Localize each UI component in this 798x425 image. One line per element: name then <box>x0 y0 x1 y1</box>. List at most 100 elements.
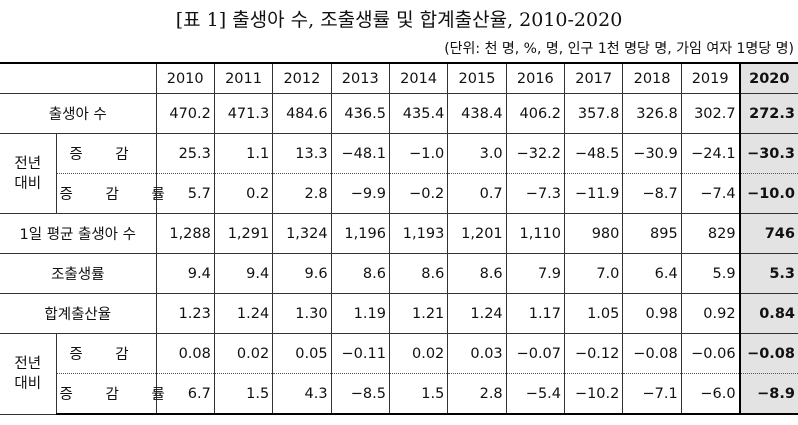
table-row: 1일 평균 출생아 수 1,288 1,291 1,324 1,196 1,193 1,20… <box>0 213 798 254</box>
cell-value: −5.4 <box>505 373 566 415</box>
cell-value: −32.2 <box>505 133 566 174</box>
year-header: 2018 <box>622 62 682 94</box>
cell-value: 746 <box>738 213 798 254</box>
cell-value: 470.2 <box>155 93 215 134</box>
cell-value: 1,193 <box>388 213 449 254</box>
year-header: 2015 <box>447 62 507 94</box>
cell-value: −10.2 <box>564 373 624 415</box>
row-label: 1일 평균 출생아 수 <box>0 213 157 254</box>
cell-value: 7.9 <box>505 253 566 294</box>
cell-value: 0.05 <box>272 333 332 374</box>
cell-value: 13.3 <box>272 133 332 174</box>
row-label: 증 감 률 <box>56 373 165 415</box>
cell-value: 1.21 <box>388 293 449 334</box>
cell-value: 9.4 <box>155 253 215 294</box>
title: [표 1] 출생아 수, 조출생률 및 합계출산율, 2010-2020 <box>175 9 623 31</box>
cell-value: 0.2 <box>213 173 274 214</box>
cell-value: 9.6 <box>272 253 332 294</box>
year-header: 2010 <box>155 62 215 94</box>
cell-value: 0.02 <box>388 333 449 374</box>
row-label: 증 감 률 <box>56 173 165 214</box>
table-row: 합계출산율 1.23 1.24 1.30 1.19 1.21 1.24 1.17 1.05 0.9… <box>0 293 798 334</box>
cell-value: 0.02 <box>213 333 274 374</box>
cell-value: 1.5 <box>213 373 274 415</box>
cell-value: 7.0 <box>564 253 624 294</box>
cell-value: 1,110 <box>505 213 566 254</box>
header-corner <box>0 62 157 94</box>
cell-value: 1,324 <box>272 213 332 254</box>
cell-value: −24.1 <box>680 133 741 174</box>
header-row: 2010 2011 2012 2013 2014 2015 2016 2017 2018 2019… <box>0 62 798 94</box>
cell-value: −0.06 <box>680 333 741 374</box>
data-table: 2010 2011 2012 2013 2014 2015 2016 2017 2018 2019… <box>0 62 798 415</box>
year-header: 2014 <box>388 62 449 94</box>
cell-value: 1,288 <box>155 213 215 254</box>
cell-value: 0.92 <box>680 293 741 334</box>
cell-value: 471.3 <box>213 93 274 134</box>
table-row: 출생아 수 470.2 471.3 484.6 436.5 435.4 438.4 406.2… <box>0 93 798 134</box>
cell-value: −6.0 <box>680 373 741 415</box>
table-body: 출생아 수 470.2 471.3 484.6 436.5 435.4 438.4 406.2… <box>0 93 798 415</box>
cell-value: 0.7 <box>447 173 507 214</box>
cell-value: 5.3 <box>738 253 798 294</box>
cell-value: 357.8 <box>564 93 624 134</box>
cell-value: 829 <box>680 213 741 254</box>
table-row: 전년 대비 증 감 25.3 1.1 13.3 −48.1 −1.0 3.0 −32.2 −48.… <box>0 133 798 214</box>
cell-value: −0.08 <box>738 333 798 374</box>
year-header: 2017 <box>564 62 624 94</box>
cell-value: 0.08 <box>155 333 215 374</box>
cell-value: 1,291 <box>213 213 274 254</box>
cell-value: 1.30 <box>272 293 332 334</box>
cell-value: 6.4 <box>622 253 682 294</box>
group-label: 전년 대비 <box>0 333 57 415</box>
cell-value: 895 <box>622 213 682 254</box>
table-row: 증 감 률 5.7 0.2 2.8 −9.9 −0.2 0.7 −7.3 −11.9 −8.7 −7… <box>0 173 798 214</box>
group-label: 전년 대비 <box>0 133 57 214</box>
cell-value: 272.3 <box>738 93 798 134</box>
cell-value: 1,201 <box>447 213 507 254</box>
row-label: 조출생률 <box>0 253 157 294</box>
year-header: 2013 <box>330 62 390 94</box>
cell-value: 8.6 <box>388 253 449 294</box>
cell-value: −8.9 <box>738 373 798 415</box>
cell-value: 8.6 <box>330 253 390 294</box>
cell-value: 2.8 <box>272 173 332 214</box>
cell-value: −30.3 <box>738 133 798 174</box>
cell-value: −7.3 <box>505 173 566 214</box>
year-header: 2020 <box>738 62 798 94</box>
cell-value: 302.7 <box>680 93 741 134</box>
cell-value: 436.5 <box>330 93 390 134</box>
cell-value: 1,196 <box>330 213 390 254</box>
cell-value: 5.7 <box>155 173 215 214</box>
cell-value: −30.9 <box>622 133 682 174</box>
cell-value: 1.24 <box>447 293 507 334</box>
cell-value: −8.7 <box>622 173 682 214</box>
cell-value: −0.11 <box>330 333 390 374</box>
year-header: 2019 <box>680 62 741 94</box>
cell-value: 0.03 <box>447 333 507 374</box>
unit-note: (단위: 천 명, %, 명, 인구 1천 명당 명, 가임 여자 1명당 명) <box>444 41 794 57</box>
cell-value: 1.5 <box>388 373 449 415</box>
table-row: 조출생률 9.4 9.4 9.6 8.6 8.6 8.6 7.9 7.0 6.4 5.9 5.3 <box>0 253 798 294</box>
cell-value: 9.4 <box>213 253 274 294</box>
cell-value: −0.08 <box>622 333 682 374</box>
table-row: 전년 대비 증 감 0.08 0.02 0.05 −0.11 0.02 0.03 −0.07 −0… <box>0 333 798 415</box>
cell-value: −48.1 <box>330 133 390 174</box>
row-label: 출생아 수 <box>0 93 157 134</box>
cell-value: 484.6 <box>272 93 332 134</box>
year-header: 2012 <box>272 62 332 94</box>
cell-value: 1.24 <box>213 293 274 334</box>
row-label: 증 감 <box>55 133 157 174</box>
cell-value: −8.5 <box>330 373 390 415</box>
cell-value: −0.12 <box>564 333 624 374</box>
cell-value: 1.05 <box>564 293 624 334</box>
cell-value: 326.8 <box>622 93 682 134</box>
cell-value: −48.5 <box>564 133 624 174</box>
cell-value: 438.4 <box>447 93 507 134</box>
cell-value: 25.3 <box>155 133 215 174</box>
cell-value: −11.9 <box>564 173 624 214</box>
cell-value: 1.19 <box>330 293 390 334</box>
cell-value: −7.1 <box>622 373 682 415</box>
cell-value: 4.3 <box>272 373 332 415</box>
